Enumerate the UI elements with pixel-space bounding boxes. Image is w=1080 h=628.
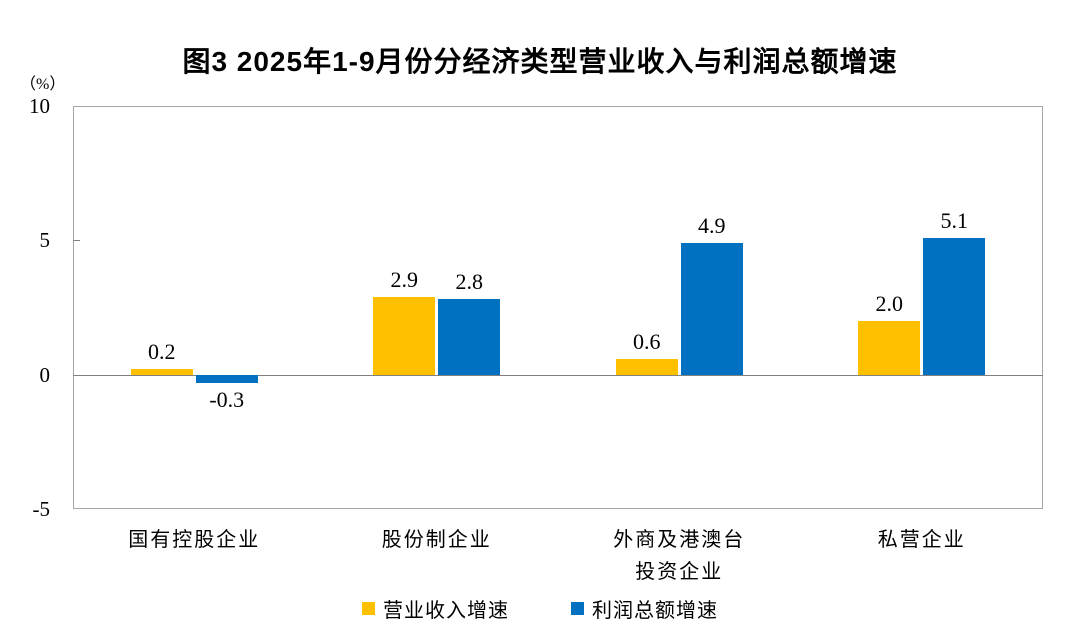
category-label: 外商及港澳台 投资企业 <box>613 529 746 583</box>
y-tick-label: 5 <box>39 228 51 253</box>
legend-label: 利润总额增速 <box>592 600 718 622</box>
bar-value-label: 2.0 <box>875 290 904 316</box>
bar-value-label: 5.1 <box>940 207 969 233</box>
legend-swatch <box>362 602 375 615</box>
category-label: 私营企业 <box>877 529 966 551</box>
chart-title: 图3 2025年1-9月份分经济类型营业收入与利润总额增速 <box>182 46 898 77</box>
profit-bar <box>195 374 258 383</box>
legend-label: 营业收入增速 <box>383 600 509 622</box>
y-tick-label: 10 <box>29 94 50 118</box>
profit-bar <box>923 237 986 375</box>
zero-line <box>73 374 1043 376</box>
bar-value-label: 2.9 <box>390 266 419 292</box>
y-tick-label: -5 <box>32 497 51 521</box>
legend: 营业收入增速 利润总额增速 <box>0 594 1080 623</box>
legend-item: 利润总额增速 <box>571 594 718 623</box>
revenue-bar <box>858 320 921 375</box>
bar-value-label: -0.3 <box>209 386 245 412</box>
legend-item: 营业收入增速 <box>362 594 509 623</box>
revenue-bar <box>615 358 678 375</box>
legend-swatch <box>571 602 584 615</box>
bar-value-label: 0.6 <box>633 328 661 354</box>
category-label: 股份制企业 <box>381 529 492 551</box>
category-label: 国有控股企业 <box>128 529 261 551</box>
plot-area <box>73 106 1043 509</box>
revenue-bar <box>373 296 436 375</box>
y-axis-unit-label: （%） <box>20 76 66 93</box>
y-tick-mark <box>73 240 80 242</box>
bar-value-label: 0.2 <box>148 339 176 365</box>
y-tick-label: 0 <box>39 362 51 387</box>
bar-value-label: 2.8 <box>455 269 484 295</box>
revenue-bar <box>130 369 193 375</box>
bar-value-label: 4.9 <box>698 213 726 239</box>
profit-bar <box>680 243 743 375</box>
profit-bar <box>438 299 501 375</box>
